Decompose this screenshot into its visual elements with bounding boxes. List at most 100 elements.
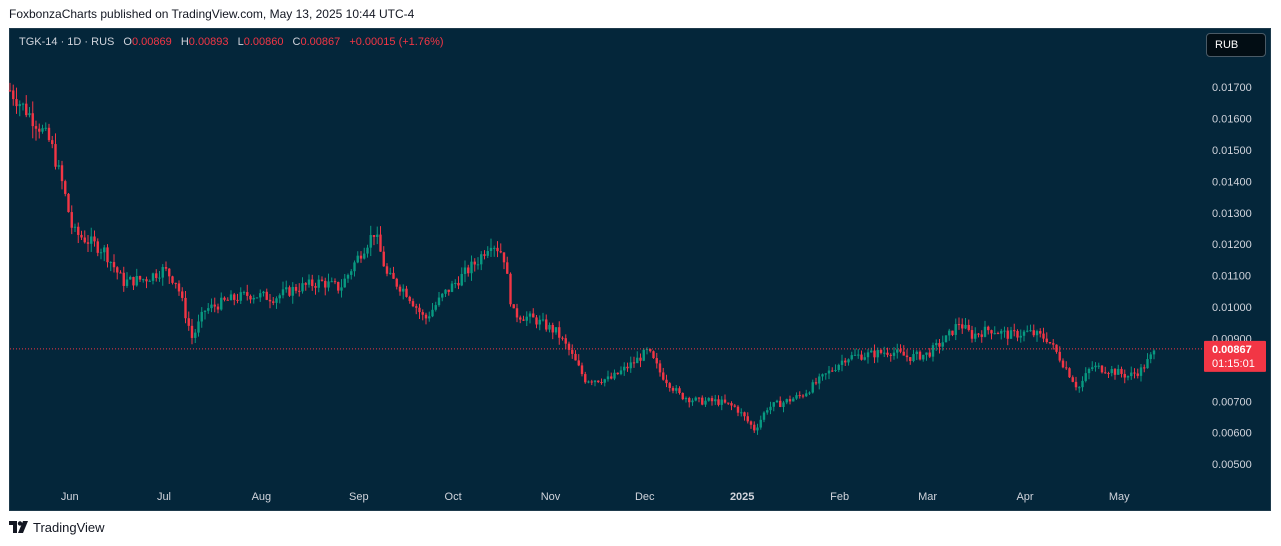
y-tick-label: 0.00500: [1212, 459, 1252, 471]
y-tick-label: 0.00600: [1212, 428, 1252, 440]
candle-body: [847, 359, 850, 363]
candle-body: [441, 293, 444, 298]
candle-body: [782, 402, 785, 407]
candle-body: [489, 247, 493, 252]
candle-body: [246, 292, 249, 296]
tradingview-logo-icon: [9, 521, 28, 533]
candle-body: [779, 400, 782, 407]
candle-body: [132, 276, 135, 286]
candle-body: [1139, 367, 1143, 376]
candle-body: [226, 299, 229, 301]
candle-body: [447, 289, 450, 292]
x-tick-label: Sep: [349, 491, 369, 503]
candle-body: [288, 287, 291, 296]
candle-body: [642, 349, 645, 361]
candle-body: [519, 317, 522, 320]
candle-body: [197, 321, 200, 333]
candle-body: [753, 424, 756, 431]
candle-body: [31, 113, 34, 127]
candle-body: [444, 289, 447, 294]
candle-body: [883, 352, 886, 354]
candle-body: [145, 279, 148, 282]
symbol-label[interactable]: TGK-14 · 1D · RUS: [19, 36, 115, 48]
candle-body: [506, 262, 509, 274]
candle-body: [431, 309, 434, 317]
candle-body: [892, 352, 896, 356]
candle-body: [327, 281, 330, 288]
candle-body: [60, 165, 64, 182]
candle-body: [571, 349, 574, 354]
candle-body: [509, 273, 512, 305]
candle-body: [957, 324, 961, 326]
candle-body: [41, 128, 44, 132]
candle-body: [1068, 368, 1071, 378]
candle-body: [483, 254, 486, 256]
candle-body: [255, 297, 259, 299]
candle-body: [25, 103, 28, 116]
candle-body: [194, 332, 197, 338]
chart-area[interactable]: [9, 28, 1271, 511]
candle-body: [665, 379, 668, 384]
candle-body: [1048, 342, 1052, 344]
candle-body: [678, 388, 681, 393]
candle-body: [301, 283, 304, 292]
candle-body: [580, 365, 584, 375]
candle-body: [200, 311, 203, 322]
candle-body: [1058, 351, 1061, 361]
candle-body: [567, 343, 571, 350]
change-value: +0.00015 (+1.76%): [349, 36, 444, 48]
candle-body: [285, 287, 288, 290]
candle-body: [837, 364, 840, 370]
candle-body: [493, 247, 496, 249]
candle-body: [317, 279, 320, 288]
candle-body: [28, 113, 31, 116]
candle-body: [64, 181, 67, 194]
y-tick-label: 0.01000: [1212, 302, 1252, 314]
candle-body: [239, 292, 242, 301]
candle-body: [860, 354, 863, 360]
candle-body: [83, 237, 86, 243]
candle-body: [1029, 330, 1032, 332]
candle-body: [990, 330, 993, 334]
candle-body: [886, 352, 889, 355]
candle-body: [486, 251, 489, 256]
candle-body: [821, 374, 824, 377]
footer-brand[interactable]: TradingView: [9, 519, 105, 535]
candle-body: [857, 354, 860, 356]
candle-body: [44, 127, 47, 129]
candle-body: [834, 369, 837, 371]
candle-body: [814, 382, 818, 384]
candle-body: [356, 255, 359, 263]
candle-body: [1107, 373, 1110, 375]
candle-body: [1146, 359, 1149, 369]
candle-body: [925, 352, 928, 355]
candle-body: [389, 272, 392, 274]
candle-body: [623, 366, 626, 371]
candle-body: [772, 402, 775, 407]
x-tick-label: Oct: [445, 491, 462, 503]
candle-body: [424, 314, 428, 319]
low-label: L: [237, 36, 244, 48]
candle-body: [268, 299, 272, 302]
candle-body: [346, 274, 350, 279]
currency-button[interactable]: RUB: [1206, 33, 1266, 57]
candle-body: [792, 398, 795, 402]
candle-body: [8, 90, 12, 92]
candle-body: [1149, 354, 1152, 360]
candle-body: [870, 350, 873, 353]
candle-body: [418, 307, 421, 313]
candle-body: [168, 268, 171, 277]
candle-body: [187, 318, 190, 326]
candle-body: [795, 395, 798, 399]
candle-body: [190, 325, 194, 338]
candle-body: [616, 372, 619, 375]
candle-body: [1136, 373, 1139, 376]
candle-body: [805, 393, 808, 397]
candle-body: [281, 289, 285, 296]
candle-body: [385, 266, 389, 274]
candle-body: [236, 299, 239, 301]
high-value: 0.00893: [188, 36, 229, 48]
candle-body: [762, 412, 766, 420]
candle-body: [470, 261, 473, 274]
